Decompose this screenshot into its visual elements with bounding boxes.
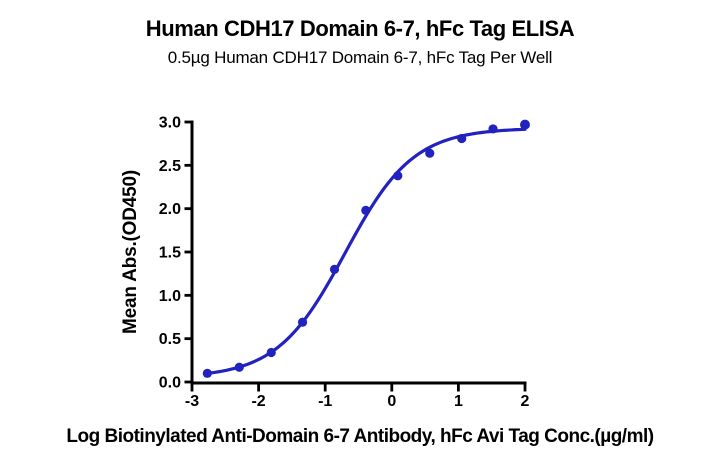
data-point: [425, 148, 435, 158]
data-point: [457, 133, 467, 144]
x-tick-label: 0: [387, 393, 396, 410]
y-tick-label: 1.0: [159, 288, 181, 305]
x-tick-label: -1: [318, 393, 332, 410]
y-tick-label: 2.5: [159, 158, 181, 175]
x-axis-title: Log Biotinylated Anti-Domain 6-7 Antibod…: [66, 426, 654, 447]
x-tick-label: -3: [185, 393, 199, 410]
chart-title: Human CDH17 Domain 6-7, hFc Tag ELISA: [145, 16, 575, 41]
data-point: [361, 205, 371, 215]
y-tick-label: 0.5: [159, 331, 181, 348]
data-point: [329, 264, 340, 274]
data-point: [488, 124, 498, 134]
data-point: [266, 347, 276, 358]
x-tick-label: 1: [454, 393, 463, 410]
data-point: [234, 362, 244, 372]
data-point: [520, 119, 530, 130]
x-tick-label: 2: [521, 393, 530, 410]
data-point: [202, 368, 212, 378]
y-tick-label: 3.0: [159, 115, 181, 132]
y-tick-label: 1.5: [159, 245, 181, 262]
y-tick-label: 2.0: [159, 201, 181, 218]
data-point: [393, 171, 403, 181]
x-tick-label: -2: [251, 393, 265, 410]
chart-subtitle: 0.5µg Human CDH17 Domain 6-7, hFc Tag Pe…: [167, 48, 553, 67]
fit-curve: [205, 127, 527, 375]
data-point: [297, 317, 308, 327]
y-tick-label: 0.0: [159, 375, 181, 392]
